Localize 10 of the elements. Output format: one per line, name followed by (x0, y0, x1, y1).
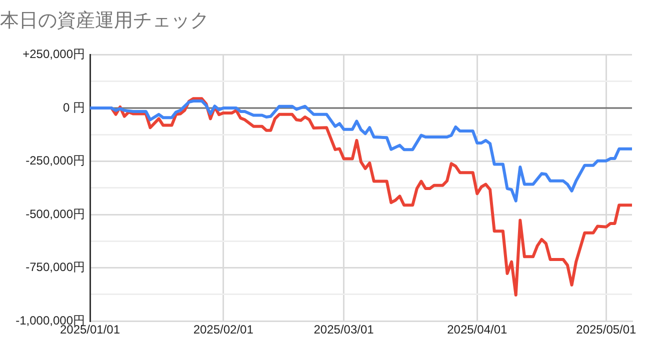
y-tick-label: +250,000円 (22, 47, 85, 62)
x-tick-label: 2025/02/01 (193, 322, 254, 337)
y-tick-label: -500,000円 (26, 206, 85, 221)
x-tick-label: 2025/04/01 (447, 322, 508, 337)
y-tick-label: -250,000円 (26, 154, 85, 168)
x-tick-label: 2025/03/01 (314, 322, 374, 337)
chart-title: 本日の資産運用チェック (0, 10, 209, 32)
y-tick-label: 0 円 (62, 100, 85, 114)
y-tick-label: -750,000円 (26, 260, 85, 274)
x-tick-label: 2025/05/01 (576, 322, 637, 337)
